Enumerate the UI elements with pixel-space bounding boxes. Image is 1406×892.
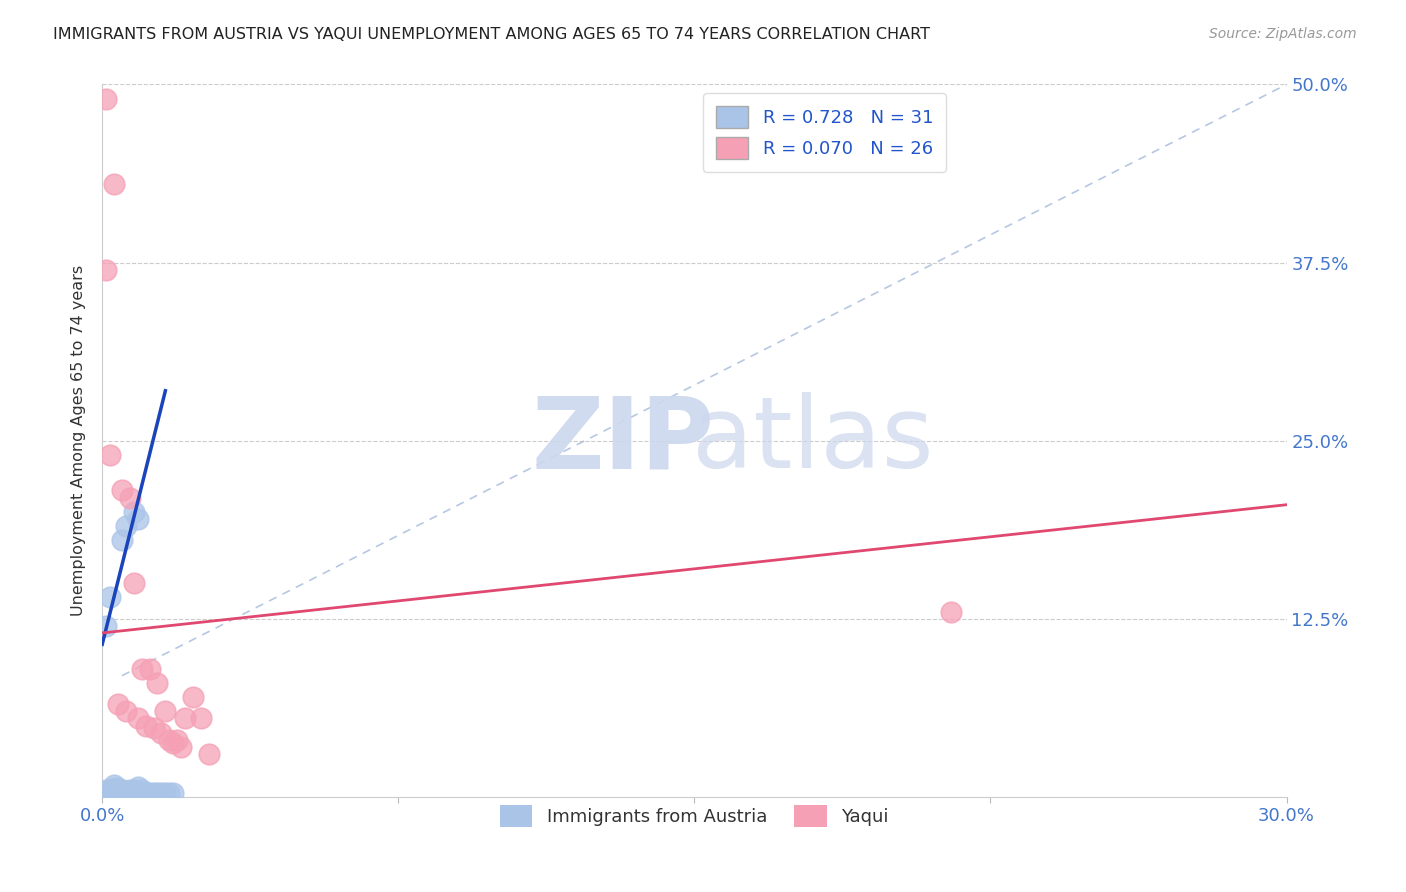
- Point: [146, 675, 169, 690]
- Point: [157, 732, 180, 747]
- Point: [127, 512, 149, 526]
- Legend: Immigrants from Austria, Yaqui: Immigrants from Austria, Yaqui: [492, 797, 896, 834]
- Point: [98, 591, 121, 605]
- Point: [138, 785, 160, 799]
- Point: [111, 483, 134, 498]
- Point: [138, 662, 160, 676]
- Point: [107, 697, 129, 711]
- Text: atlas: atlas: [692, 392, 934, 489]
- Point: [122, 505, 145, 519]
- Point: [127, 780, 149, 794]
- Point: [198, 747, 221, 761]
- Point: [127, 711, 149, 725]
- Point: [122, 782, 145, 797]
- Point: [98, 782, 121, 797]
- Point: [107, 781, 129, 796]
- Point: [103, 778, 125, 792]
- Point: [155, 785, 177, 799]
- Point: [150, 725, 173, 739]
- Point: [115, 519, 138, 533]
- Point: [135, 785, 157, 799]
- Point: [155, 704, 177, 718]
- Point: [115, 784, 138, 798]
- Point: [111, 784, 134, 798]
- Point: [115, 704, 138, 718]
- Point: [103, 781, 125, 796]
- Point: [103, 785, 125, 799]
- Point: [166, 732, 188, 747]
- Point: [142, 722, 165, 736]
- Point: [98, 448, 121, 462]
- Point: [111, 782, 134, 797]
- Point: [111, 533, 134, 548]
- Point: [157, 785, 180, 799]
- Point: [181, 690, 204, 704]
- Point: [96, 262, 118, 277]
- Point: [118, 785, 141, 799]
- Point: [150, 785, 173, 799]
- Point: [96, 619, 118, 633]
- Text: IMMIGRANTS FROM AUSTRIA VS YAQUI UNEMPLOYMENT AMONG AGES 65 TO 74 YEARS CORRELAT: IMMIGRANTS FROM AUSTRIA VS YAQUI UNEMPLO…: [53, 27, 931, 42]
- Point: [174, 711, 197, 725]
- Point: [96, 782, 118, 797]
- Point: [122, 576, 145, 591]
- Point: [131, 782, 153, 797]
- Point: [96, 92, 118, 106]
- Point: [131, 785, 153, 799]
- Point: [131, 662, 153, 676]
- Point: [103, 177, 125, 191]
- Y-axis label: Unemployment Among Ages 65 to 74 years: Unemployment Among Ages 65 to 74 years: [72, 265, 86, 616]
- Point: [142, 785, 165, 799]
- Point: [118, 491, 141, 505]
- Point: [939, 605, 962, 619]
- Point: [146, 785, 169, 799]
- Point: [135, 718, 157, 732]
- Point: [98, 785, 121, 799]
- Point: [118, 782, 141, 797]
- Point: [162, 736, 184, 750]
- Point: [162, 785, 184, 799]
- Text: ZIP: ZIP: [531, 392, 714, 489]
- Point: [107, 785, 129, 799]
- Point: [170, 739, 193, 754]
- Text: Source: ZipAtlas.com: Source: ZipAtlas.com: [1209, 27, 1357, 41]
- Point: [190, 711, 212, 725]
